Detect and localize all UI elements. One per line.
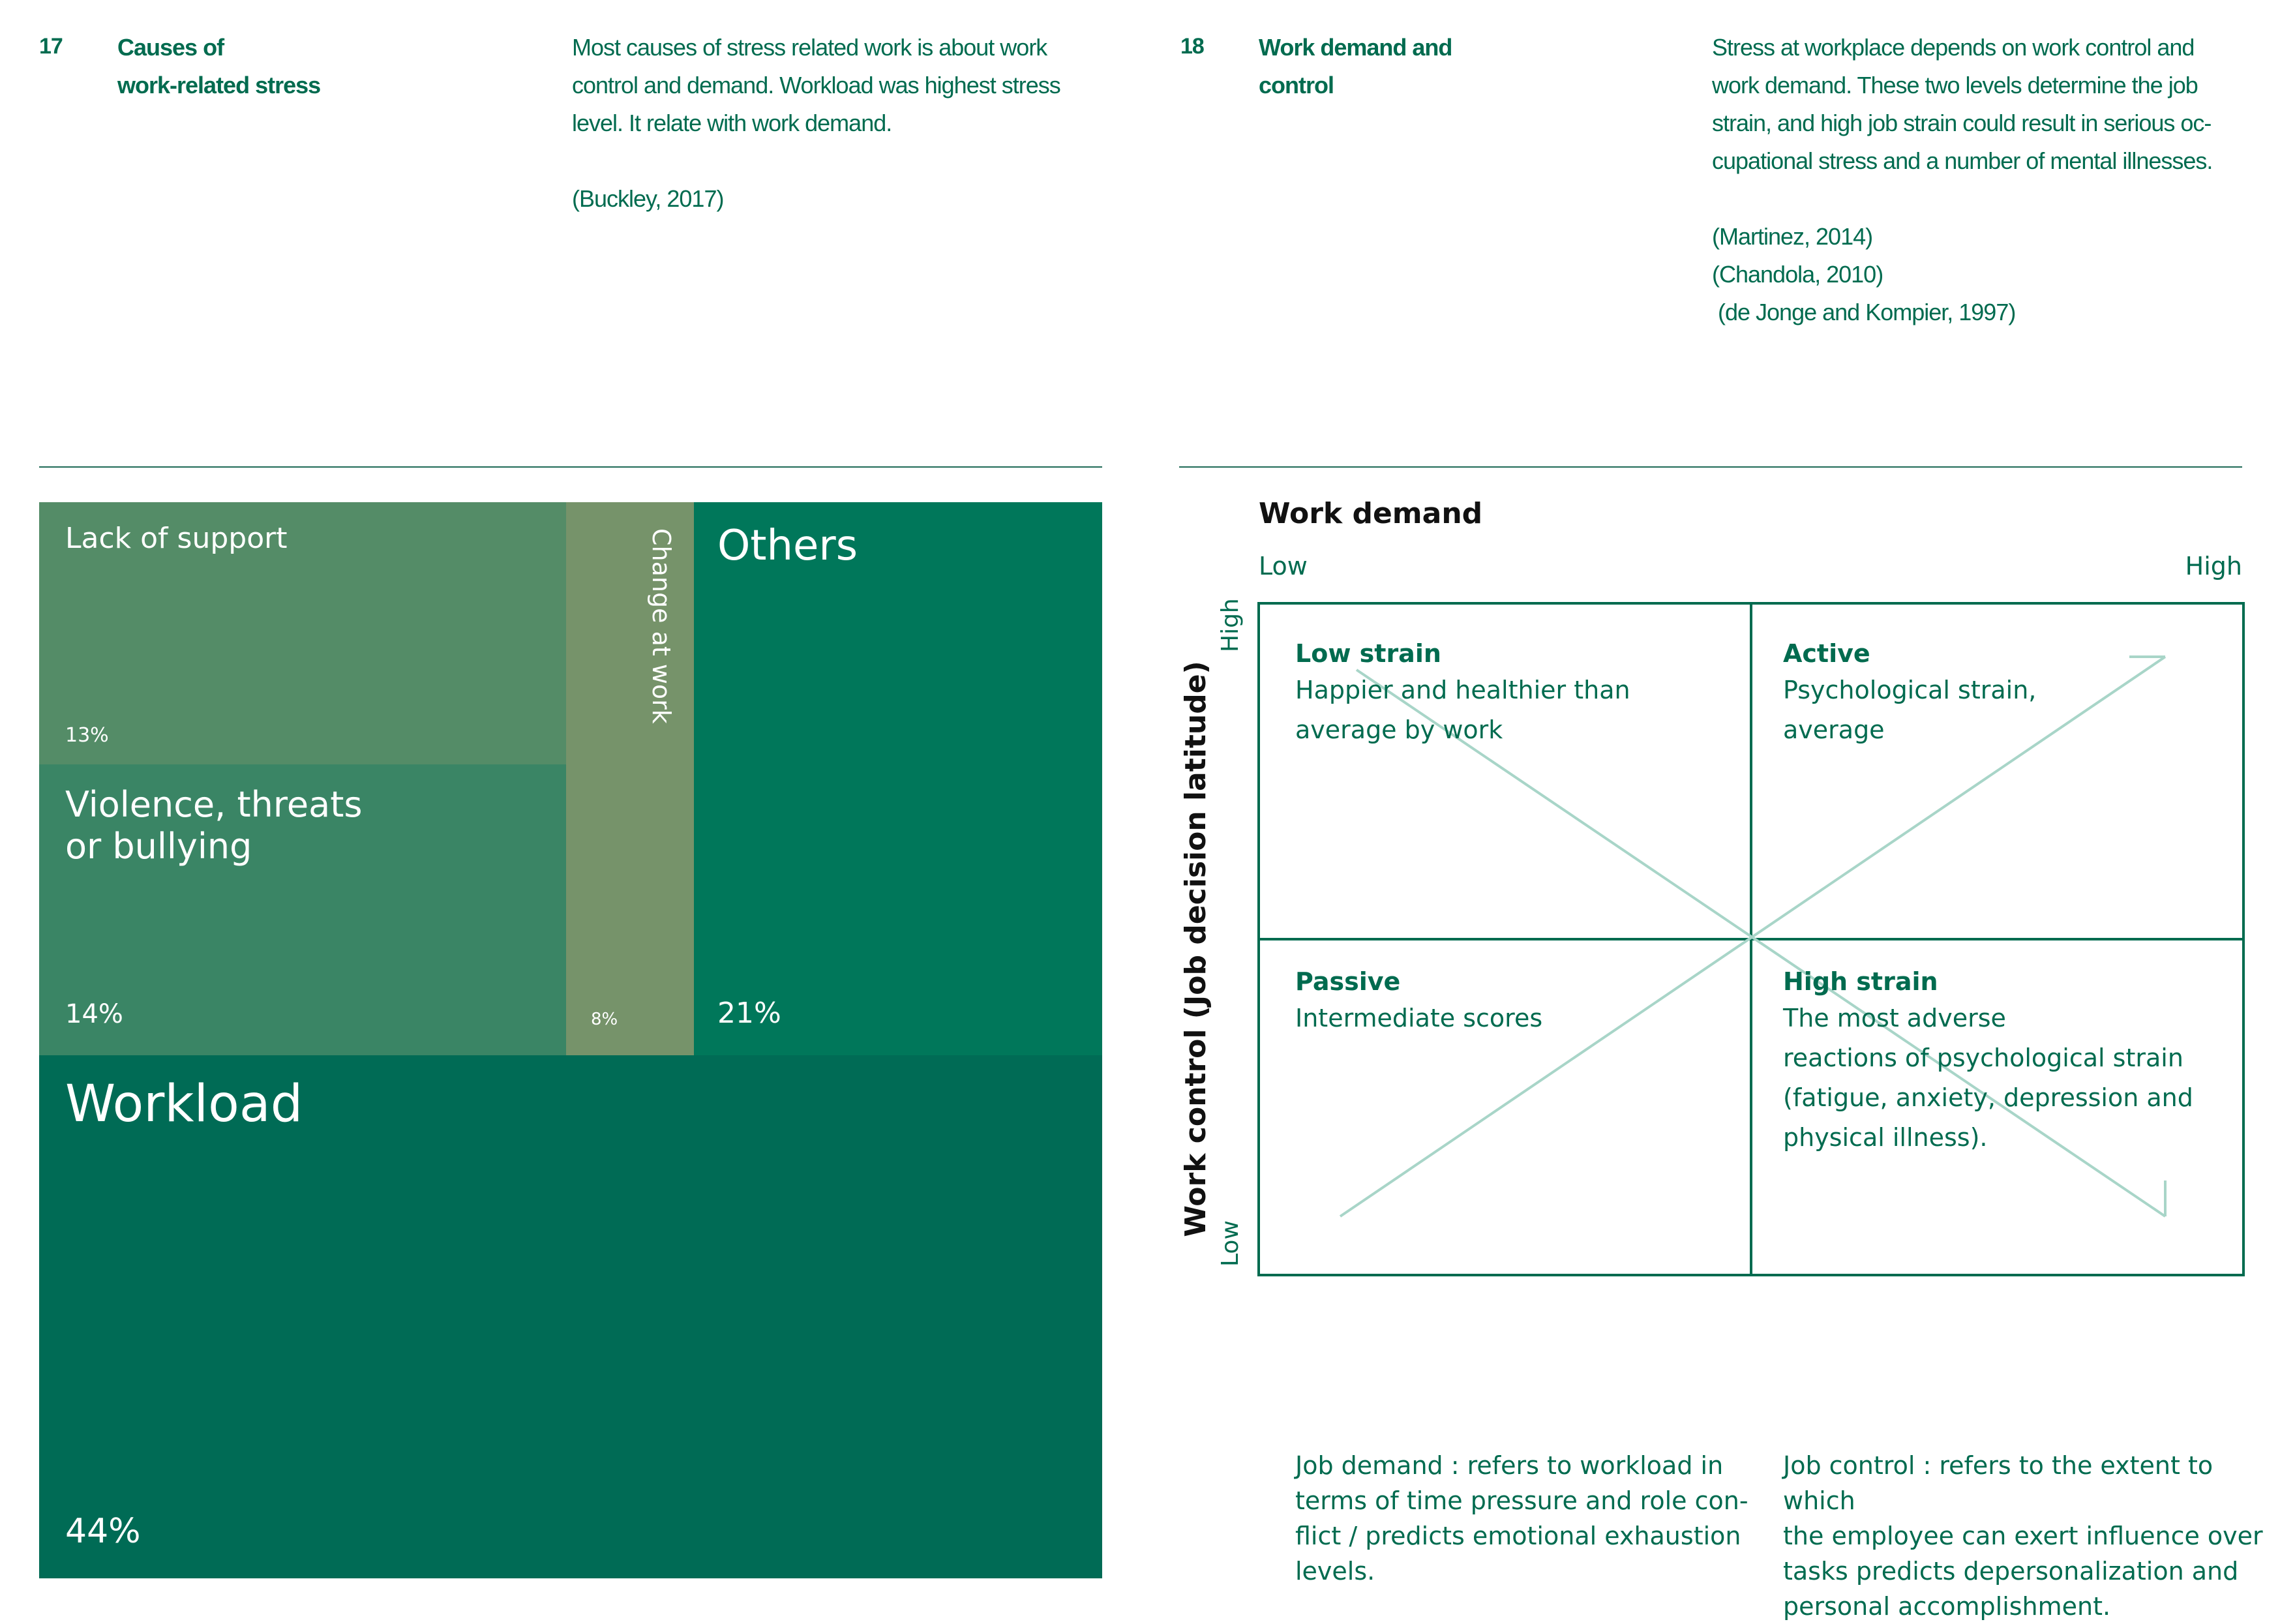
definition-line: tasks predicts depersonalization and — [1783, 1557, 2239, 1586]
left-description-line: Most causes of stress related work is ab… — [572, 34, 1047, 61]
right-description-line: cupational stress and a number of mental… — [1712, 147, 2213, 174]
treemap-label: Violence, threats or bullying — [65, 784, 363, 867]
left-description-line: control and demand. Workload was highest… — [572, 72, 1061, 98]
y-axis-low-label: Low — [1217, 1220, 1244, 1267]
right-citation: (Chandola, 2010) — [1712, 261, 1883, 288]
left-section-number: 17 — [39, 34, 63, 59]
treemap-value-label: 13% — [65, 724, 109, 747]
treemap-cell-others: Others 21% — [694, 502, 1102, 1055]
definition-line: Job control : refers to the extent to wh… — [1783, 1451, 2213, 1515]
definition-job-control: Job control : refers to the extent to wh… — [1783, 1448, 2280, 1624]
quadrant-description: Psychological strain, average — [1783, 670, 2036, 750]
treemap-value-label: 8% — [591, 1010, 618, 1029]
right-citation: (Martinez, 2014) — [1712, 223, 1873, 250]
y-axis-title: Work control (Job decision latitude) — [1179, 661, 1212, 1237]
definition-line: the employee can exert influence over — [1783, 1522, 2263, 1550]
right-section-heading: Work demand and control — [1259, 29, 1452, 104]
definition-line: levels. — [1295, 1557, 1375, 1586]
quadrant-low-strain: Low strain Happier and healthier than av… — [1295, 639, 1630, 750]
left-heading-line: work-related stress — [117, 72, 321, 98]
treemap-label-line: Violence, threats — [65, 784, 363, 825]
quadrant-description-line: average — [1783, 715, 1885, 744]
definition-job-demand: Job demand : refers to workload in terms… — [1295, 1448, 1748, 1589]
quadrant-description: The most adverse reactions of psychologi… — [1783, 999, 2193, 1158]
treemap-value-label: 44% — [65, 1512, 141, 1551]
right-description: Stress at workplace depends on work cont… — [1712, 29, 2273, 331]
quadrant-high-strain: High strain The most adverse reactions o… — [1783, 967, 2193, 1158]
right-description-line: work demand. These two levels determine … — [1712, 72, 2198, 98]
quadrant-title: Active — [1783, 639, 1870, 668]
treemap-chart: Lack of support 13% Violence, threats or… — [39, 502, 1102, 1578]
treemap-label: Others — [717, 522, 858, 570]
x-axis-low-label: Low — [1259, 552, 1308, 580]
definition-line: personal accomplishment. — [1783, 1592, 2111, 1621]
quadrant-description-line: The most adverse — [1783, 1004, 2006, 1032]
treemap-cell-workload: Workload 44% — [39, 1055, 1102, 1578]
quadrant-description-line: Happier and healthier than — [1295, 676, 1630, 704]
left-description-line: level. It relate with work demand. — [572, 110, 892, 136]
definition-line: terms of time pressure and role con- — [1295, 1486, 1748, 1515]
right-heading-line: control — [1259, 72, 1334, 98]
treemap-cell-violence: Violence, threats or bullying 14% — [39, 764, 566, 1055]
quadrant-description-line: reactions of psychological strain — [1783, 1044, 2183, 1072]
treemap-value-label: 14% — [65, 999, 123, 1029]
treemap-cell-change-at-work: Change at work 8% — [566, 502, 694, 1055]
quadrant-grid — [1257, 602, 2245, 1276]
left-heading-line: Causes of — [117, 34, 224, 61]
treemap-label: Workload — [65, 1075, 303, 1134]
quadrant-title: High strain — [1783, 967, 1938, 996]
quadrant-description-line: average by work — [1295, 715, 1503, 744]
right-description-line: Stress at workplace depends on work cont… — [1712, 34, 2195, 61]
y-axis-high-label: High — [1217, 598, 1244, 652]
diagonal-arrow-down — [1355, 669, 2167, 1218]
quadrant-description-line: (fatigue, anxiety, depression and — [1783, 1083, 2193, 1112]
treemap-value-label: 21% — [717, 997, 781, 1030]
treemap-label-line: or bullying — [65, 826, 252, 867]
right-section-number: 18 — [1180, 34, 1205, 59]
quadrant-description-line: Psychological strain, — [1783, 676, 2037, 704]
right-divider — [1179, 466, 2242, 468]
treemap-cell-lack-of-support: Lack of support 13% — [39, 502, 566, 764]
quadrant-active: Active Psychological strain, average — [1783, 639, 2036, 750]
quadrant-description-line: physical illness). — [1783, 1123, 1988, 1152]
definition-line: Job demand : refers to workload in — [1295, 1451, 1724, 1480]
right-citation: (de Jonge and Kompier, 1997) — [1712, 299, 2016, 325]
x-axis-high-label: High — [2185, 552, 2242, 580]
definition-line: flict / predicts emotional exhaustion — [1295, 1522, 1741, 1550]
quadrant-title: Passive — [1295, 967, 1401, 996]
right-description-line: strain, and high job strain could result… — [1712, 110, 2212, 136]
x-axis-title: Work demand — [1259, 497, 1483, 530]
treemap-label: Change at work — [647, 528, 676, 724]
treemap-label: Lack of support — [65, 522, 288, 555]
quadrant-passive: Passive Intermediate scores — [1295, 967, 1542, 1038]
quadrant-title: Low strain — [1295, 639, 1441, 668]
quadrant-description: Happier and healthier than average by wo… — [1295, 670, 1630, 750]
left-section-heading: Causes of work-related stress — [117, 29, 321, 104]
left-description: Most causes of stress related work is ab… — [572, 29, 1094, 218]
left-divider — [39, 466, 1102, 468]
left-citation: (Buckley, 2017) — [572, 185, 724, 212]
quadrant-description: Intermediate scores — [1295, 999, 1542, 1038]
quadrant-description-line: Intermediate scores — [1295, 1004, 1543, 1032]
right-heading-line: Work demand and — [1259, 34, 1452, 61]
